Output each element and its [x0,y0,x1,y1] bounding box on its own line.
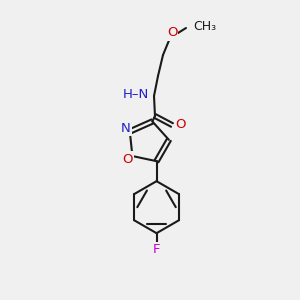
Text: CH₃: CH₃ [193,20,216,34]
Text: N: N [121,122,131,135]
Text: O: O [122,153,133,166]
Text: O: O [175,118,185,131]
Text: O: O [167,26,177,40]
Text: H–N: H–N [123,88,149,101]
Text: F: F [153,243,160,256]
